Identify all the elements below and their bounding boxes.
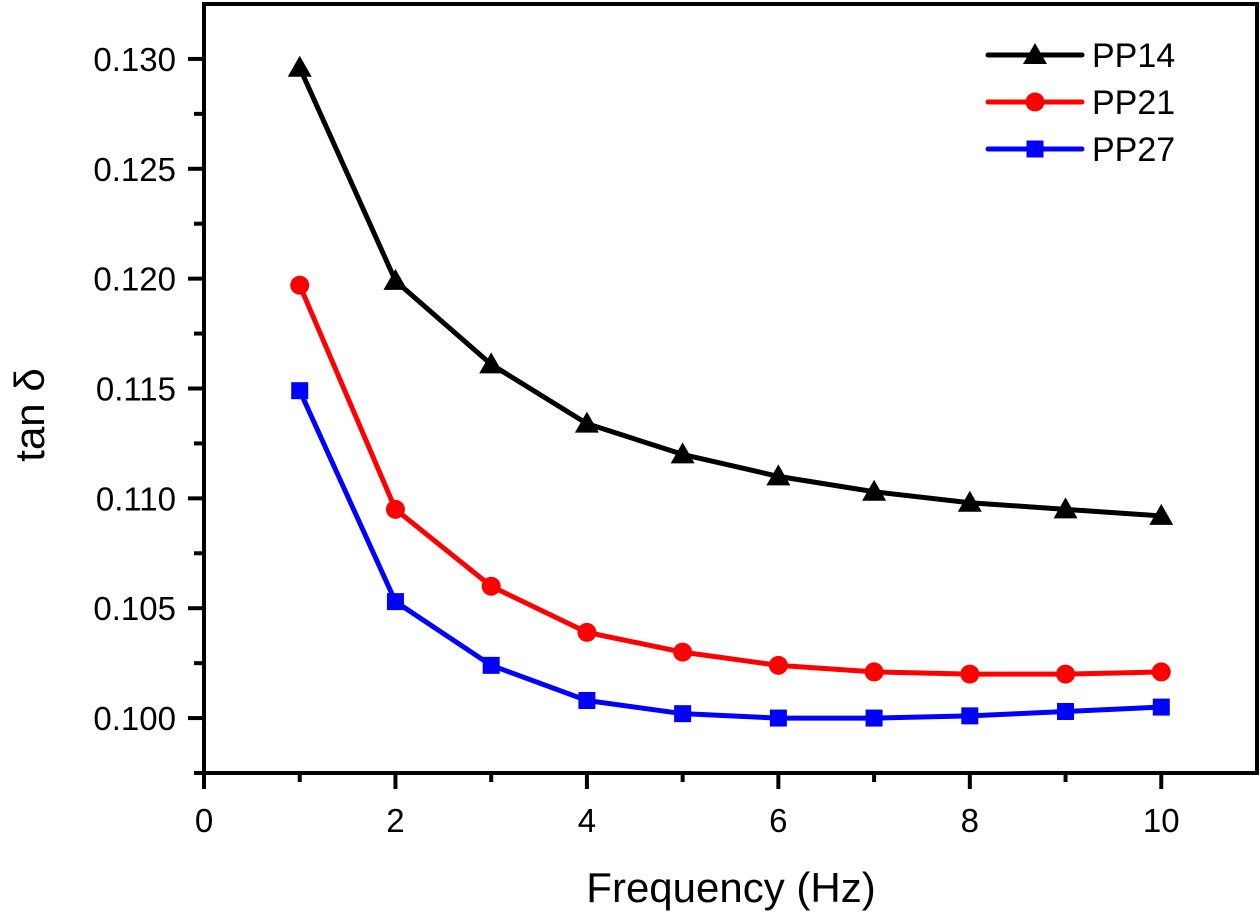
y-tick-label: 0.110 xyxy=(96,480,176,517)
legend-item: PP21 xyxy=(985,84,1175,122)
data-point xyxy=(291,382,309,400)
data-point xyxy=(574,411,599,433)
legend-marker xyxy=(1023,43,1047,64)
data-point xyxy=(1056,664,1076,684)
data-point xyxy=(674,705,692,723)
x-tick-label: 4 xyxy=(578,802,596,839)
data-point xyxy=(960,664,980,684)
legend-label: PP21 xyxy=(1092,84,1175,122)
data-point xyxy=(769,709,787,727)
data-point xyxy=(290,275,310,295)
data-point xyxy=(1152,698,1170,716)
series-pp21 xyxy=(290,275,1171,684)
data-point xyxy=(383,268,408,290)
legend-item: PP27 xyxy=(985,131,1175,169)
legend: PP14 PP21 PP27 xyxy=(985,37,1175,169)
x-tick-label: 0 xyxy=(195,802,213,839)
series-line xyxy=(297,284,1162,677)
data-point xyxy=(864,662,884,682)
data-point xyxy=(865,709,883,727)
data-point xyxy=(1149,503,1174,525)
legend-item: PP14 xyxy=(985,37,1175,75)
x-axis-title: Frequency (Hz) xyxy=(586,864,875,911)
y-tick-label: 0.125 xyxy=(93,151,176,188)
data-point xyxy=(482,656,500,674)
data-point xyxy=(385,499,405,519)
x-tick-label: 10 xyxy=(1143,802,1180,839)
legend-marker xyxy=(1026,140,1044,158)
y-axis-title: tan δ xyxy=(6,368,53,461)
data-point xyxy=(578,691,596,709)
data-point xyxy=(1057,702,1075,720)
x-tick-label: 2 xyxy=(386,802,404,839)
data-point xyxy=(1053,497,1078,519)
y-tick-label: 0.100 xyxy=(93,700,176,737)
y-tick-label: 0.120 xyxy=(93,261,176,298)
y-tick-label: 0.115 xyxy=(96,371,176,408)
legend-label: PP27 xyxy=(1092,131,1175,169)
x-tick-label: 6 xyxy=(769,802,787,839)
series-pp14 xyxy=(287,55,1174,525)
y-tick-label: 0.105 xyxy=(93,590,176,627)
data-point xyxy=(577,622,597,642)
data-point xyxy=(386,593,404,611)
data-point xyxy=(961,707,979,725)
y-axis: 0.100 0.105 0.110 0.115 0.120 0.125 0.130 xyxy=(93,41,204,775)
data-point xyxy=(1151,662,1171,682)
data-point xyxy=(287,55,312,77)
y-tick-label: 0.130 xyxy=(93,41,176,78)
data-point xyxy=(766,464,791,486)
data-point xyxy=(957,490,982,512)
data-point xyxy=(670,442,695,464)
data-point xyxy=(479,352,504,374)
series-pp27 xyxy=(291,382,1170,727)
series-line xyxy=(297,389,1162,721)
x-axis: 0 2 4 6 8 10 xyxy=(195,773,1180,839)
data-point xyxy=(673,642,693,662)
legend-marker xyxy=(1025,92,1045,112)
series-layer xyxy=(287,55,1174,727)
data-point xyxy=(862,479,887,501)
data-point xyxy=(768,655,788,675)
series-line xyxy=(297,66,1162,519)
data-point xyxy=(481,576,501,596)
legend-label: PP14 xyxy=(1092,37,1175,75)
x-tick-label: 8 xyxy=(961,802,979,839)
